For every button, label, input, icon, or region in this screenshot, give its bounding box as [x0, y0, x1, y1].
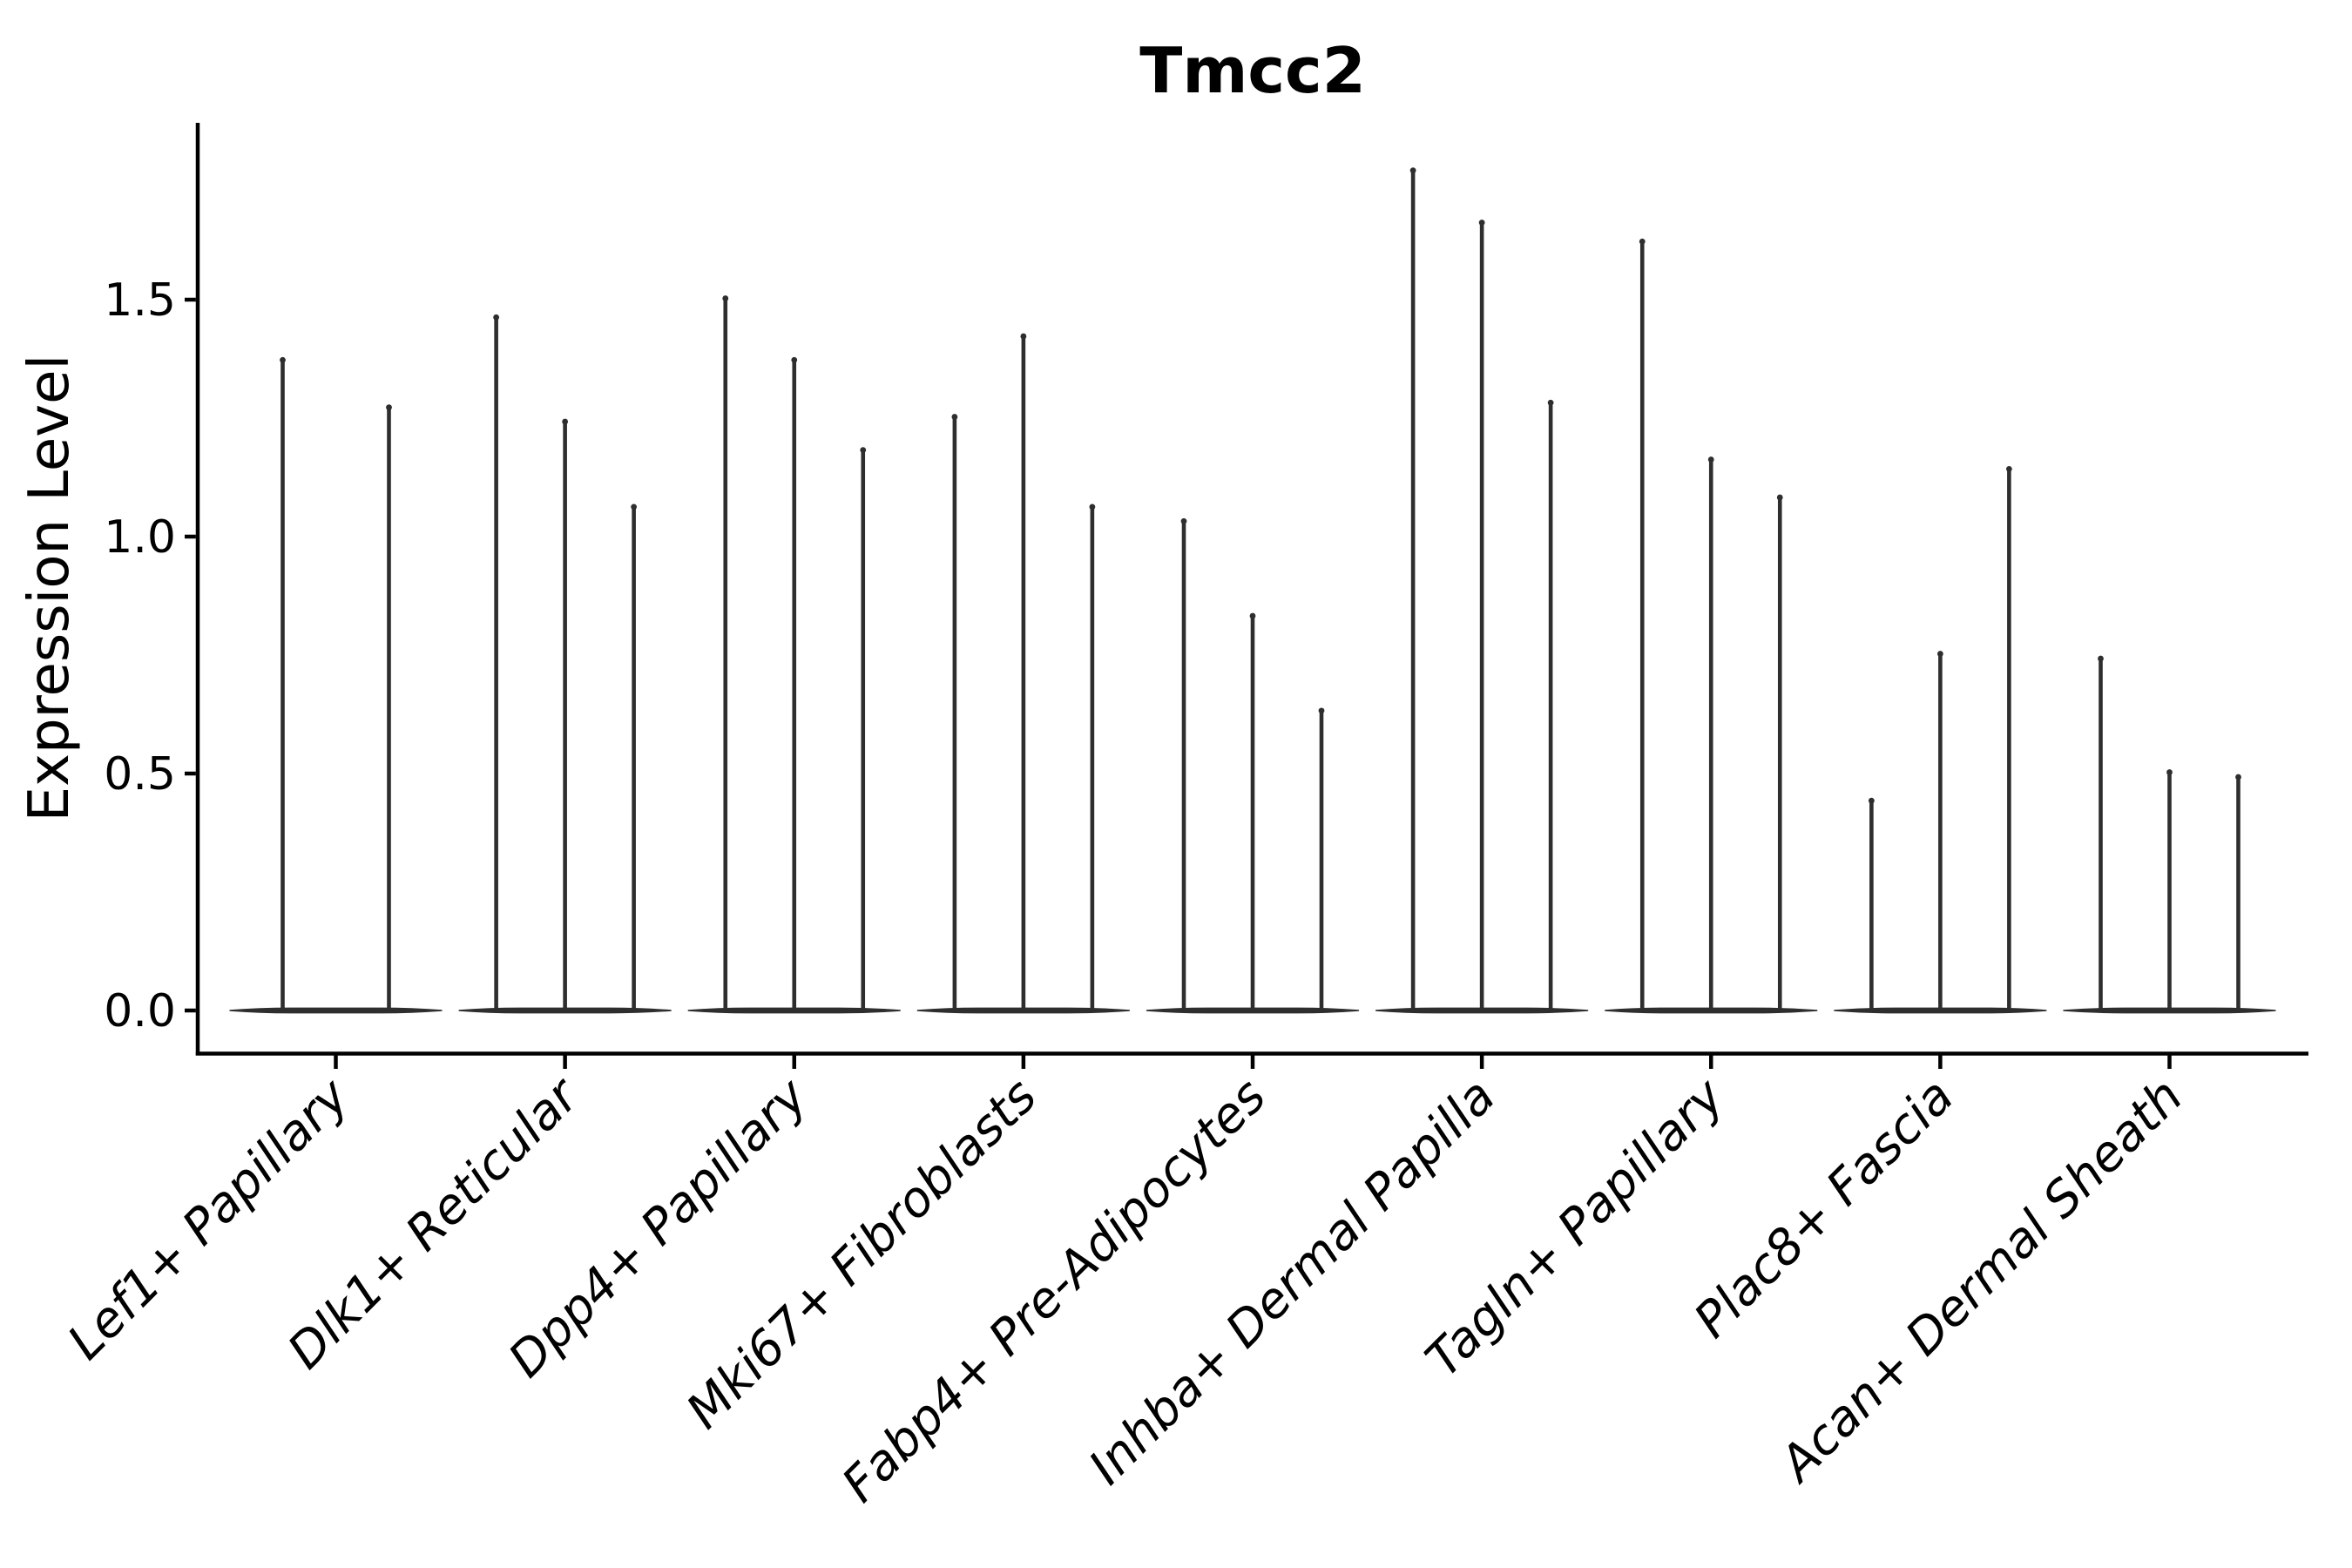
y-axis-label: Expression Level [17, 355, 82, 822]
violin-spike-tip [2098, 655, 2104, 662]
violin-spike-tip [1249, 612, 1256, 619]
y-tick-label: 0.0 [104, 985, 176, 1037]
violin-spike-tip [1409, 167, 1416, 174]
y-tick-label: 0.5 [104, 748, 176, 801]
plot-title: Tmcc2 [1139, 34, 1366, 107]
y-tick-label: 1.0 [104, 511, 176, 564]
violin-spike-tip [2005, 466, 2012, 472]
violin-spike-tip [1478, 220, 1485, 226]
violins [229, 167, 2276, 1014]
violin-spike-tip [2235, 774, 2241, 781]
y-axis-ticks: 0.0 0.5 1.0 1.5 [104, 274, 196, 1037]
violin-spike-tip [860, 447, 867, 454]
violin-spike-tip [280, 356, 286, 363]
y-tick-label: 1.5 [104, 274, 176, 327]
violin-spike-tip [2166, 769, 2173, 775]
x-tick-label: Inhba+ Dermal Papilla [1078, 1068, 1506, 1496]
x-tick-label: Fabp4+ Pre-Adipocytes [832, 1068, 1277, 1513]
violin-spike-tip [951, 414, 958, 420]
violin-spike-tip [1547, 399, 1554, 406]
violin-spike-tip [631, 504, 638, 510]
violin-spike-tip [722, 295, 729, 301]
violin-spike-tip [1318, 707, 1325, 714]
violin-spike-tip [386, 404, 392, 411]
violin-spike-tip [1180, 517, 1187, 524]
violin-spike-tip [1089, 504, 1096, 510]
violin-spike-tip [1639, 238, 1646, 245]
violin-spike-tip [1707, 456, 1714, 463]
violin-spike-tip [493, 314, 500, 321]
violin-spike-tip [1936, 651, 1943, 657]
violin-spike-tip [1776, 494, 1783, 501]
violin-spike-tip [1020, 333, 1027, 340]
x-tick-label: Acan+ Dermal Sheath [1767, 1068, 2193, 1494]
x-axis-ticks [334, 1055, 2172, 1069]
violin-spike-tip [1868, 797, 1875, 804]
violin-spike-tip [562, 418, 569, 425]
violin-spike-tip [791, 356, 798, 363]
violin-base [229, 1007, 443, 1014]
